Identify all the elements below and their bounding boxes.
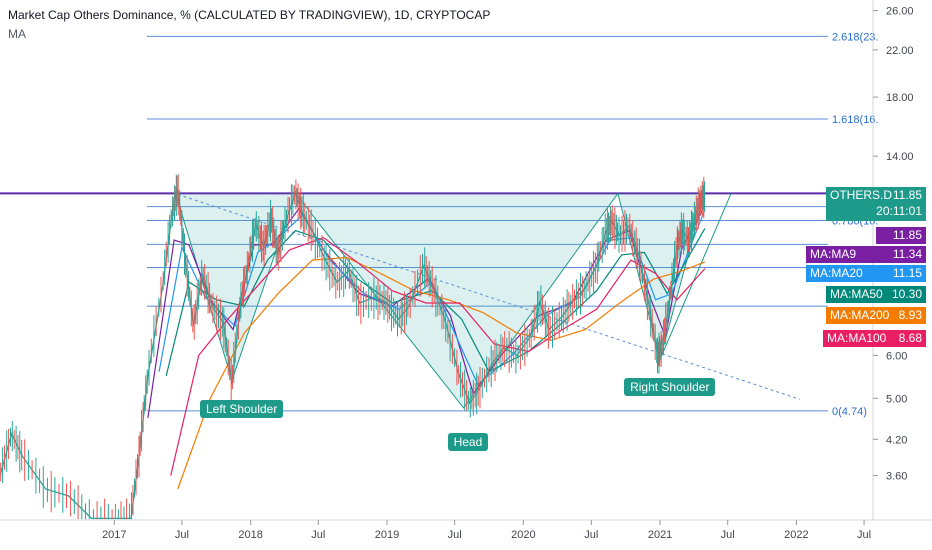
xtick-label-10: 2022: [784, 529, 808, 541]
annotation-right-shoulder[interactable]: Right Shoulder: [624, 377, 716, 396]
xtick-label-2: 2018: [238, 529, 262, 541]
xtick-label-6: 2020: [511, 529, 535, 541]
ma-badge-3-value: 8.93: [898, 308, 922, 322]
bar-countdown: 20:11:01: [876, 204, 922, 218]
fib-label-1: 1.618(16.: [832, 114, 878, 126]
ytick-label-5: 5.00: [886, 393, 907, 405]
ma-badge-3-name: MA:MA200: [830, 308, 890, 322]
ma-badge-0[interactable]: MA:MA9 11.34: [806, 246, 926, 263]
ytick-label-4: 6.00: [886, 350, 907, 362]
fib-label-4: 0(4.74): [832, 406, 867, 418]
xtick-label-4: 2019: [375, 529, 399, 541]
xtick-label-3: Jul: [311, 529, 325, 541]
xtick-label-8: 2021: [648, 529, 672, 541]
xtick-label-1: Jul: [175, 529, 189, 541]
ma-badge-0-value: 11.34: [892, 247, 922, 261]
chart-title: Market Cap Others Dominance, % (CALCULAT…: [8, 8, 491, 22]
channel-line: [659, 193, 732, 360]
ma-badge-2-name: MA:MA50: [830, 287, 883, 301]
last-value-badge-value: 11.85: [892, 228, 922, 242]
annotation-left-shoulder[interactable]: Left Shoulder: [199, 400, 284, 419]
fib-levels-layer: 2.618(23.1.618(16.0.887(11.0.786(10.0(4.…: [0, 31, 878, 418]
current-price-badge[interactable]: OTHERS.D 11.85 20:11:01: [826, 187, 926, 221]
ma-line-ma-ma200: [177, 256, 706, 490]
ytick-label-3: 14.00: [886, 151, 914, 163]
indicator-label[interactable]: MA: [8, 27, 26, 41]
ma-line-ma-ma100: [170, 237, 706, 476]
pattern-fill: [175, 193, 732, 408]
fib-label-0: 2.618(23.: [832, 31, 878, 43]
current-value: 11.85: [892, 188, 922, 202]
xtick-label-11: Jul: [857, 529, 871, 541]
last-value-badge[interactable]: 11.85: [876, 227, 926, 244]
ma-badge-2[interactable]: MA:MA50 10.30: [826, 286, 926, 303]
xtick-label-5: Jul: [448, 529, 462, 541]
xtick-label-7: Jul: [584, 529, 598, 541]
ma-badge-3[interactable]: MA:MA200 8.93: [826, 307, 926, 324]
trend-line: [177, 193, 800, 400]
ytick-label-7: 3.60: [886, 471, 907, 483]
ma-badge-4-value: 8.68: [898, 331, 922, 345]
ytick-label-6: 4.20: [886, 434, 907, 446]
ytick-label-0: 26.00: [886, 6, 914, 18]
ma-badge-1-name: MA:MA20: [810, 266, 863, 280]
ma-badge-1[interactable]: MA:MA20 11.15: [806, 265, 926, 282]
ytick-label-1: 22.00: [886, 45, 914, 57]
current-symbol: OTHERS.D: [830, 188, 893, 202]
ma-badge-1-value: 11.15: [892, 266, 922, 280]
price-layer: [0, 173, 706, 520]
annotation-head[interactable]: Head: [447, 433, 489, 452]
ma-badge-2-value: 10.30: [891, 287, 922, 301]
ma-badge-4[interactable]: MA:MA100 8.68: [823, 330, 926, 347]
ytick-label-2: 18.00: [886, 92, 914, 104]
ma-badge-0-name: MA:MA9: [810, 247, 857, 261]
ma-badge-4-name: MA:MA100: [827, 331, 887, 345]
xtick-label-9: Jul: [721, 529, 735, 541]
xtick-label-0: 2017: [102, 529, 126, 541]
